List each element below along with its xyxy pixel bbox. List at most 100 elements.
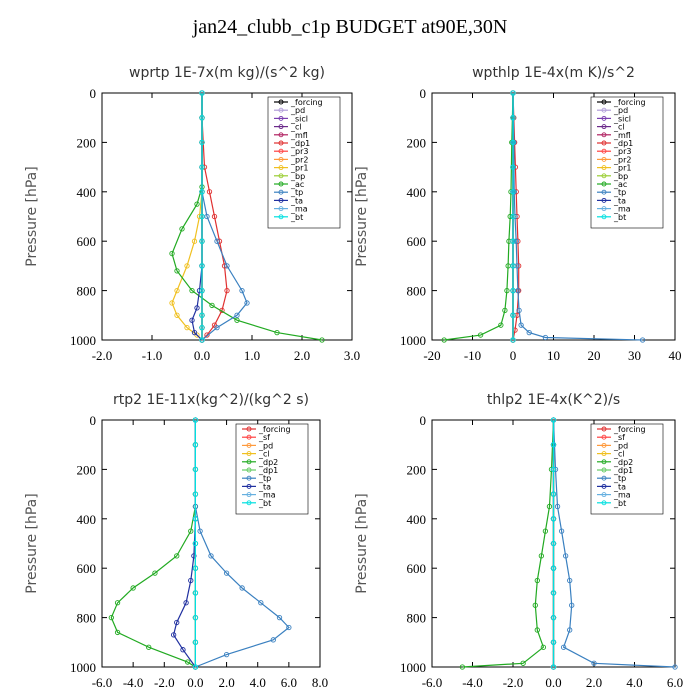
series-line (110, 420, 196, 668)
y-tick-label: 800 (407, 284, 427, 299)
legend-entry: _ma (613, 205, 631, 214)
y-tick-label: 400 (77, 185, 97, 200)
data-point (542, 528, 549, 534)
x-tick-label: 6.0 (667, 675, 683, 690)
y-tick-label: 1000 (70, 660, 96, 675)
legend-marker (278, 189, 284, 195)
legend-marker (246, 459, 252, 465)
x-tick-label: -10 (464, 348, 481, 363)
legend-entry: _dp1 (258, 466, 278, 475)
data-point (199, 287, 205, 294)
legend-entry: _pd (290, 106, 305, 115)
x-tick-label: -4.0 (123, 675, 144, 690)
data-point (558, 528, 565, 534)
x-tick-label: -20 (423, 348, 440, 363)
legend-marker (601, 492, 607, 498)
data-point (199, 164, 205, 170)
data-point (192, 417, 199, 423)
x-tick-label: 3.0 (344, 348, 360, 363)
legend-marker (601, 115, 607, 121)
data-point (191, 553, 197, 559)
legend-entry: _ma (613, 491, 631, 500)
y-tick-label: 200 (77, 462, 97, 477)
legend-entry: _bt (613, 213, 626, 222)
legend-entry: _sf (613, 433, 625, 442)
legend-marker (246, 434, 252, 440)
legend-entry: _pr2 (290, 155, 308, 164)
legend-marker (601, 459, 607, 465)
legend-marker (601, 165, 607, 171)
y-tick-label: 600 (407, 234, 427, 249)
data-point (192, 540, 199, 547)
data-point (567, 627, 573, 633)
plot-frame (101, 419, 321, 668)
data-point (513, 238, 519, 244)
data-point (174, 312, 180, 318)
data-point (672, 664, 678, 670)
series-line (171, 93, 323, 341)
y-tick-label: 1000 (400, 660, 426, 675)
data-point (199, 337, 205, 343)
y-axis-label: Pressure [hPa] (354, 493, 370, 593)
legend-entry: _ma (258, 491, 276, 500)
series-line (201, 93, 248, 341)
y-axis-label: Pressure [hPa] (354, 166, 370, 266)
data-point (223, 570, 230, 576)
legend-marker (278, 132, 284, 138)
data-point (550, 466, 557, 473)
legend-marker (278, 107, 284, 113)
legend-entry: _ta (290, 196, 303, 205)
data-point (550, 590, 557, 596)
y-tick-label: 200 (77, 135, 97, 150)
data-point (510, 213, 516, 220)
y-tick-label: 0 (420, 413, 427, 428)
data-point (510, 312, 516, 318)
legend-entry: _tp (613, 188, 626, 197)
data-point (188, 528, 194, 534)
legend-entry: _bt (613, 499, 626, 508)
x-tick-label: 0 (510, 348, 517, 363)
legend-marker (246, 483, 252, 489)
series-line (201, 93, 228, 341)
y-axis-label: Pressure [hPa] (24, 493, 40, 593)
data-point (510, 115, 516, 121)
legend-entry: _forcing (290, 98, 323, 107)
legend-marker (601, 140, 607, 146)
data-point (258, 600, 264, 606)
legend-entry: _ta (613, 196, 626, 205)
x-tick-label: 0.0 (187, 675, 203, 690)
data-point (194, 201, 200, 207)
legend-entry: _mfl (290, 131, 308, 140)
x-tick-label: -4.0 (462, 675, 483, 690)
y-tick-label: 400 (77, 512, 97, 527)
panel-title: wprtp 1E-7x(m kg)/(s^2 kg) (129, 65, 325, 81)
data-point (197, 528, 203, 534)
x-tick-label: 40 (669, 348, 682, 363)
data-point (534, 577, 540, 584)
data-point (520, 660, 526, 666)
legend-entry: _dp1 (290, 139, 310, 148)
x-tick-label: 4.0 (626, 675, 642, 690)
legend-marker (601, 156, 607, 162)
legend-marker (278, 206, 284, 212)
legend-entry: _dp2 (258, 458, 278, 467)
data-point (591, 660, 597, 666)
data-point (179, 226, 185, 232)
data-point (108, 614, 114, 621)
data-point (505, 263, 511, 269)
data-point (550, 516, 557, 522)
y-tick-label: 800 (407, 611, 427, 626)
data-point (526, 329, 532, 336)
legend-marker (601, 467, 607, 473)
data-point (550, 639, 557, 645)
legend-entry: _tp (613, 474, 626, 483)
x-tick-label: -6.0 (422, 675, 443, 690)
data-point (276, 614, 283, 621)
data-point (199, 115, 205, 121)
series-line (194, 420, 290, 668)
data-point (192, 639, 199, 645)
series-line (512, 92, 643, 341)
legend-marker (601, 132, 607, 138)
data-point (174, 619, 180, 626)
legend-entry: _sicl (613, 114, 631, 123)
